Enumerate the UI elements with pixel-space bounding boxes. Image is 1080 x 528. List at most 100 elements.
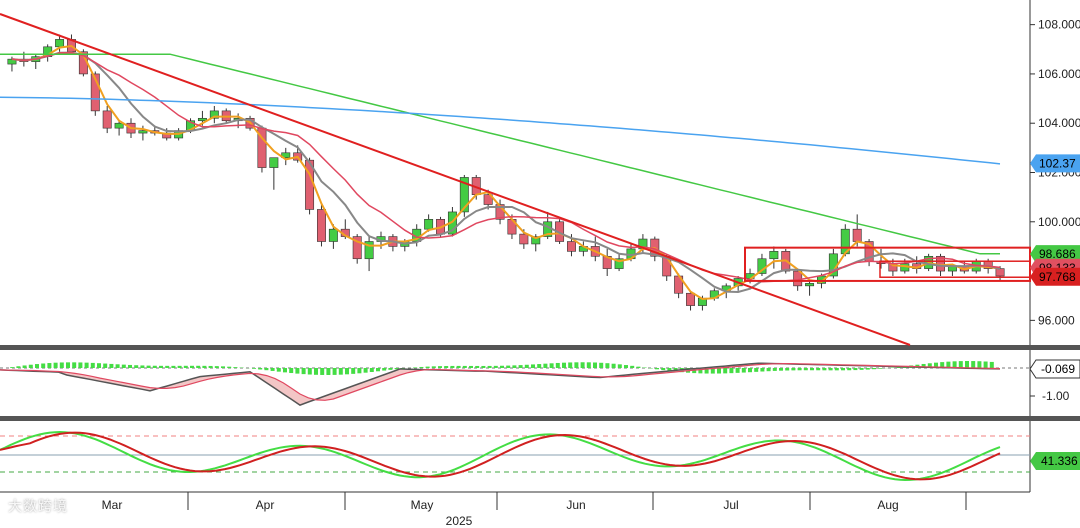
macd-histogram-bar <box>748 368 752 373</box>
macd-histogram-bar <box>735 368 740 373</box>
macd-histogram-bar <box>357 368 362 374</box>
ma-mid-line <box>11 51 1001 294</box>
macd-histogram-bar <box>233 367 238 368</box>
macd-histogram-bar <box>568 362 573 368</box>
macd-histogram-bar <box>425 366 430 368</box>
candle-body <box>352 236 362 260</box>
macd-histogram-bar <box>921 363 926 368</box>
macd-histogram-bar <box>667 368 672 371</box>
x-month-label: May <box>411 498 434 512</box>
macd-histogram-bar <box>394 368 399 370</box>
y-tick-label: 106.000 <box>1038 67 1080 81</box>
macd-histogram-bar <box>270 368 275 371</box>
macd-histogram-bar <box>109 363 114 368</box>
macd-histogram-bar <box>35 364 39 368</box>
panel-divider <box>0 345 1080 350</box>
macd-histogram-bar <box>84 362 89 368</box>
macd-histogram-bar <box>555 362 560 368</box>
macd-histogram-bar <box>927 363 932 368</box>
macd-histogram-bar <box>103 363 108 368</box>
candle-body <box>7 58 17 65</box>
macd-histogram-bar <box>859 368 864 370</box>
macd-histogram-bar <box>493 365 498 368</box>
macd-histogram-bar <box>97 363 101 368</box>
macd-histogram-bar <box>785 368 790 371</box>
candle-body <box>686 292 695 306</box>
macd-histogram-bar <box>940 362 945 368</box>
x-year-label: 2025 <box>446 514 473 528</box>
macd-histogram-bar <box>301 368 306 375</box>
macd-histogram-bar <box>221 366 225 368</box>
macd-histogram-bar <box>500 365 504 368</box>
macd-histogram-bar <box>475 365 480 368</box>
macd-histogram-bar <box>469 365 473 368</box>
macd-histogram-bar <box>41 363 46 368</box>
candle-body <box>852 228 862 242</box>
macd-histogram-bar <box>47 363 52 368</box>
macd-histogram-bar <box>152 365 157 368</box>
macd-histogram-bar <box>320 368 325 375</box>
macd-histogram-bar <box>878 368 883 369</box>
macd-histogram-bar <box>841 368 845 371</box>
macd-histogram-bar <box>90 362 95 368</box>
macd-histogram-bar <box>28 364 33 368</box>
macd-histogram-bar <box>214 366 219 368</box>
macd-histogram-bar <box>741 368 746 373</box>
macd-histogram-bar <box>481 365 486 368</box>
candle-body <box>531 236 541 245</box>
y-tick-label: 96.000 <box>1038 313 1075 327</box>
macd-histogram-bar <box>413 367 418 368</box>
macd-histogram-bar <box>971 361 976 368</box>
macd-histogram-bar <box>822 368 827 371</box>
macd-histogram-bar <box>524 364 529 368</box>
macd-histogram-bar <box>506 365 511 368</box>
macd-histogram-bar <box>803 368 808 371</box>
last-value-label: 102.37 <box>1039 156 1076 170</box>
macd-histogram-bar <box>946 361 951 368</box>
macd-histogram-bar <box>134 365 139 368</box>
macd-histogram-bar <box>729 368 734 374</box>
macd-histogram-bar <box>183 365 188 368</box>
x-month-label: Jun <box>566 498 585 512</box>
macd-histogram-bar <box>456 365 461 368</box>
x-month-label: Aug <box>877 498 898 512</box>
macd-histogram-bar <box>549 363 554 368</box>
macd-histogram-bar <box>958 361 963 368</box>
macd-histogram-bar <box>338 368 343 375</box>
macd-histogram-bar <box>518 365 523 368</box>
last-value-label: -0.069 <box>1041 362 1075 376</box>
macd-histogram-bar <box>53 362 58 368</box>
macd-histogram-bar <box>431 366 436 368</box>
macd-histogram-bar <box>531 364 535 368</box>
macd-histogram-bar <box>159 365 163 368</box>
macd-histogram-bar <box>72 362 77 368</box>
macd-histogram-bar <box>952 361 957 368</box>
y-tick-label: 104.000 <box>1038 116 1080 130</box>
macd-histogram-bar <box>977 361 982 368</box>
macd-histogram-bar <box>537 364 542 368</box>
macd-histogram-bar <box>165 365 170 368</box>
macd-histogram-bar <box>698 368 703 374</box>
candle-body <box>317 209 326 242</box>
macd-histogram-bar <box>295 368 300 374</box>
macd-histogram-bar <box>847 368 852 371</box>
macd-histogram-bar <box>258 368 263 370</box>
ma-slow-line <box>11 51 1001 283</box>
stoch-d-line <box>0 431 1001 481</box>
macd-histogram-bar <box>171 365 176 368</box>
macd-histogram-bar <box>617 364 622 368</box>
macd-histogram-bar <box>146 365 151 368</box>
macd-histogram-bar <box>828 368 833 371</box>
macd-histogram-bar <box>624 365 628 368</box>
macd-histogram-bar <box>717 368 721 374</box>
macd-histogram-bar <box>760 368 765 372</box>
candle-body <box>769 251 779 260</box>
candle-body <box>138 130 148 134</box>
macd-histogram-bar <box>115 364 120 368</box>
macd-histogram-bar <box>983 361 988 368</box>
macd-histogram-bar <box>16 366 21 368</box>
macd-histogram-bar <box>382 368 387 371</box>
x-month-label: Mar <box>102 498 123 512</box>
candle-body <box>328 228 338 242</box>
